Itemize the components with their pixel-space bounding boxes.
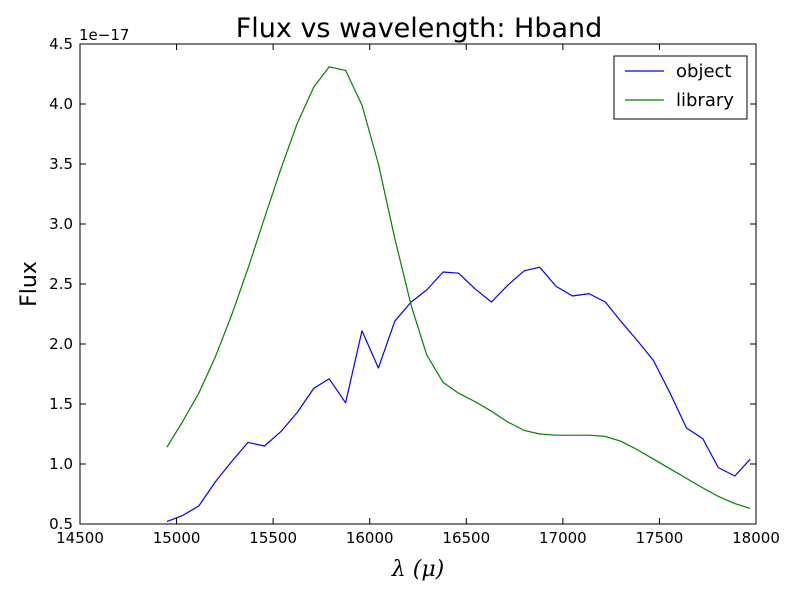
y-tick-label: 4.5 — [49, 35, 73, 53]
y-offset-label: 1e−17 — [79, 26, 129, 44]
y-tick-label: 2.0 — [49, 335, 73, 353]
series-line-object — [166, 266, 751, 523]
y-tick-label: 1.5 — [49, 395, 73, 413]
y-tick-label: 0.5 — [49, 515, 73, 533]
x-tick-label: 15500 — [249, 529, 297, 547]
series-line-library — [166, 66, 751, 509]
plot-area — [166, 66, 751, 523]
x-tick-label: 16000 — [346, 529, 394, 547]
y-tick-label: 2.5 — [49, 275, 73, 293]
x-tick-label: 14500 — [56, 529, 104, 547]
y-tick-label: 3.5 — [49, 155, 73, 173]
axis-ticks: 14500 15000 15500 16000 16500 17000 17500 18000… — [49, 35, 780, 547]
legend-label-object: object — [676, 61, 731, 82]
legend-box — [613, 55, 748, 120]
y-tick-label: 1.0 — [49, 455, 73, 473]
x-tick-label: 17000 — [539, 529, 587, 547]
legend: object library — [613, 55, 748, 120]
legend-label-library: library — [676, 90, 734, 111]
y-axis-label: Flux — [17, 261, 42, 307]
chart-title: Flux vs wavelength: Hband — [236, 13, 603, 44]
y-tick-label: 3.0 — [49, 215, 73, 233]
x-tick-label: 15000 — [153, 529, 201, 547]
x-axis-label: λ (μ) — [391, 557, 444, 582]
x-tick-label: 18000 — [732, 529, 780, 547]
x-tick-label: 16500 — [442, 529, 490, 547]
x-tick-label: 17500 — [636, 529, 684, 547]
y-tick-label: 4.0 — [49, 95, 73, 113]
